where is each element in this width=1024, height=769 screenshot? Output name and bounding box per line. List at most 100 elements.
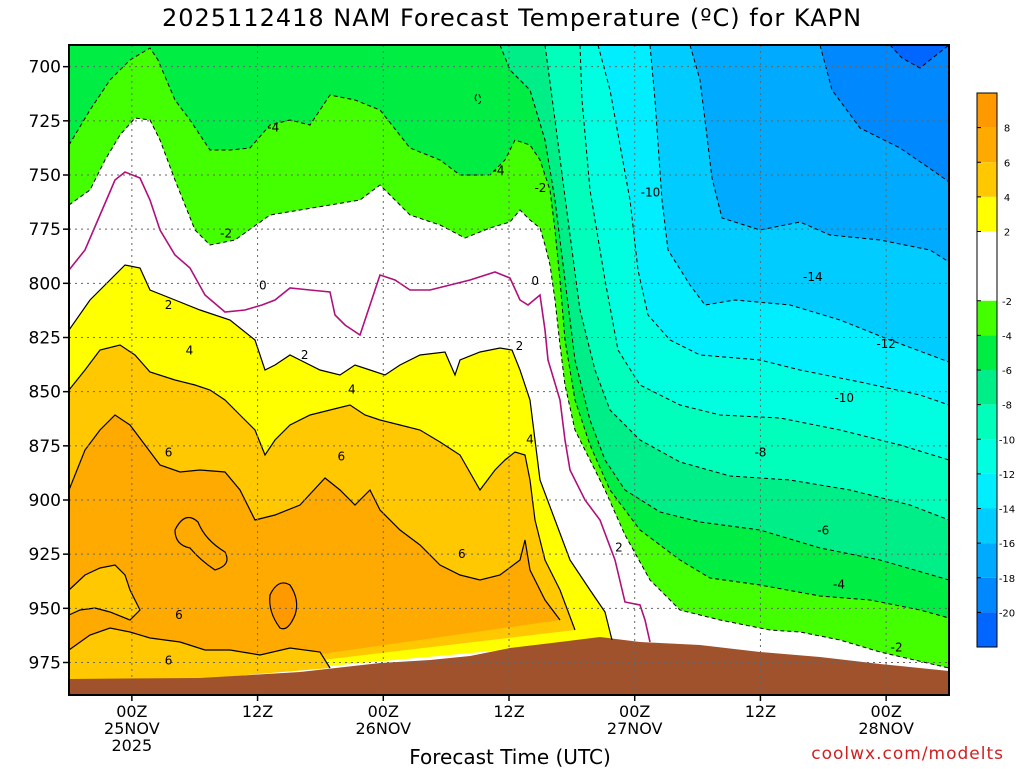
- colorbar-tick-label: -10: [999, 435, 1015, 446]
- source-credit: coolwx.com/modelts: [811, 744, 1004, 764]
- colorbar-tick-label: -8: [1002, 401, 1012, 412]
- contour-line-dashed: [69, 47, 949, 619]
- contour-label: -2: [891, 640, 903, 654]
- x-tick-label: 00Z: [368, 702, 399, 721]
- x-tick-label: 25NOV: [104, 719, 160, 738]
- y-tick-label: 750: [29, 166, 61, 186]
- contour-label: -12: [876, 337, 896, 351]
- colorbar-bin: [977, 508, 997, 544]
- contour-label: 2: [301, 348, 309, 362]
- contour-label: 6: [165, 445, 173, 459]
- grid-lines: [69, 45, 949, 695]
- colorbar-tick-label: -20: [999, 608, 1015, 619]
- colorbar-bin: [977, 127, 997, 163]
- contour-line-dashed: [597, 45, 949, 406]
- contour-label: 0: [259, 279, 267, 293]
- y-tick-label: 825: [29, 329, 61, 349]
- band-2-to-4-lower: [69, 628, 330, 690]
- contour-line-dashed: [649, 45, 949, 363]
- contour-line-dashed: [544, 45, 949, 521]
- contour-line-solid: [69, 264, 613, 641]
- x-tick-label: 2025: [111, 736, 152, 755]
- x-tick-label: 12Z: [745, 702, 776, 721]
- contour-line-solid: [69, 627, 331, 669]
- contour-label: 2: [615, 541, 623, 555]
- contour-label: -4: [833, 578, 845, 592]
- contour-line-dashed: [499, 45, 949, 581]
- colorbar-tick-label: -12: [999, 470, 1015, 481]
- colorbar-bin: [977, 300, 997, 336]
- contour-label: 6: [175, 608, 183, 622]
- colorbar-bin: [977, 439, 997, 474]
- contour-label: 4: [186, 344, 194, 358]
- colorbar-tick-label: 4: [1004, 193, 1010, 204]
- colorbar-bin: [977, 335, 997, 370]
- y-tick-label: 775: [29, 220, 61, 240]
- contour-label: 2: [165, 298, 173, 312]
- colorbar-bin: [977, 543, 997, 578]
- contour-label: 6: [165, 653, 173, 667]
- contour-line-zero: [69, 171, 651, 643]
- contour-line-dashed: [689, 45, 949, 263]
- y-tick-label: 700: [29, 58, 61, 78]
- contour-label: -2: [220, 227, 232, 241]
- colorbar-tick-label: -6: [1002, 366, 1012, 377]
- contour-label: -8: [754, 445, 766, 459]
- contour-label: 4: [348, 383, 356, 397]
- x-tick-label: 12Z: [493, 702, 524, 721]
- y-axis: 700 725 750 775 800 825 850 875 900 925 950 975: [29, 58, 69, 674]
- contour-label: -14: [803, 270, 823, 284]
- band-8-warm-pocket: [269, 582, 297, 629]
- x-tick-label: 00Z: [870, 702, 901, 721]
- contour-labels: -4 -4 -2 -2 -10 -14 -12 -10 -8 -6 -4 -2 0 0 2 2 2 2 4 4 4 6 6 6…: [165, 120, 903, 667]
- contour-label: 2: [516, 339, 524, 353]
- contour-line-solid: [69, 414, 561, 621]
- contour-line-dashed: [889, 45, 949, 69]
- colorbar-bin: [977, 93, 997, 128]
- contour-label: -10: [834, 391, 854, 405]
- colorbar-tick-label: 6: [1004, 158, 1010, 169]
- y-tick-label: 725: [29, 112, 61, 132]
- contour-label: 6: [338, 450, 346, 464]
- contour-line-dashed: [69, 117, 949, 669]
- colorbar-bin: [977, 231, 997, 301]
- contour-label: -4: [267, 120, 279, 134]
- y-tick-label: 875: [29, 437, 61, 457]
- contour-line-solid: [174, 516, 228, 571]
- colorbar-bin: [977, 196, 997, 232]
- colorbar-bin: [977, 404, 997, 440]
- colorbar-tick-label: -18: [999, 574, 1015, 585]
- y-tick-label: 900: [29, 491, 61, 511]
- contour-line-solid: [269, 582, 298, 630]
- x-axis-label: Forecast Time (UTC): [409, 745, 611, 769]
- colorbar-tick-label: -14: [999, 505, 1015, 516]
- contour-label: 4: [526, 432, 534, 446]
- x-tick-label: 26NOV: [355, 719, 411, 738]
- colorbar-bin: [977, 370, 997, 405]
- contour-line-solid: [69, 344, 576, 631]
- colorbar-bin: [977, 612, 997, 647]
- contour-label: 6: [458, 547, 466, 561]
- contour-label: -4: [493, 164, 505, 178]
- colorbar-tick-label: -16: [999, 539, 1015, 550]
- contour-line-dashed: [579, 45, 949, 461]
- contour-label: -2: [534, 181, 546, 195]
- band-6-to-8: [69, 415, 560, 690]
- x-tick-label: 12Z: [242, 702, 273, 721]
- contour-label: -6: [817, 523, 829, 537]
- y-tick-label: 975: [29, 654, 61, 674]
- colorbar-tick-label: -2: [1002, 297, 1012, 308]
- colorbar-tick-label: 2: [1004, 228, 1010, 239]
- colorbar-legend: 8 6 4 2 -2 -4 -6 -8 -10 -12 -14 -16 -18 -20: [976, 92, 1015, 648]
- y-tick-label: 925: [29, 545, 61, 565]
- band-2-to-4-left: [69, 565, 140, 620]
- x-tick-label: 00Z: [619, 702, 650, 721]
- x-tick-label: 27NOV: [607, 719, 663, 738]
- y-tick-label: 950: [29, 599, 61, 619]
- contour-label: -10: [641, 185, 661, 199]
- contour-line-dashed: [819, 45, 949, 183]
- x-tick-label: 28NOV: [858, 719, 914, 738]
- contour-line-solid: [69, 564, 141, 621]
